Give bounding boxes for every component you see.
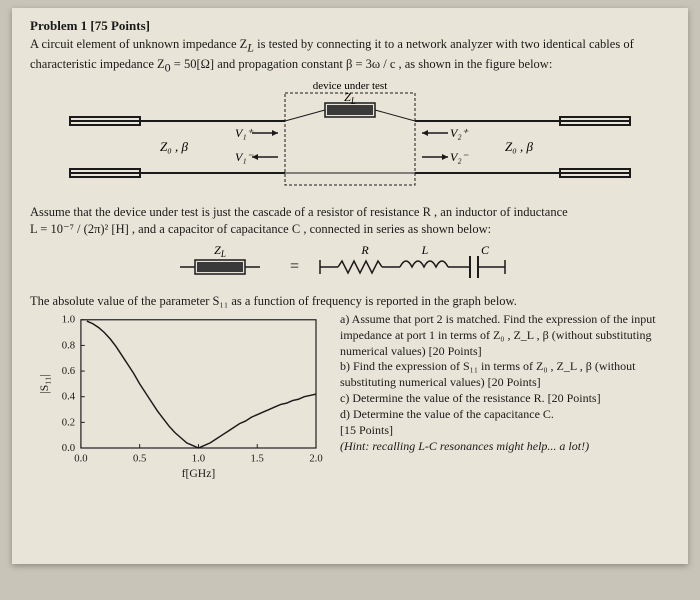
svg-text:1.5: 1.5 (251, 453, 264, 465)
svg-text:1.0: 1.0 (62, 314, 75, 326)
v2m-label: V₂⁻ (450, 150, 470, 164)
rlc-c-label: C (481, 243, 490, 257)
problem-intro: A circuit element of unknown impedance Z… (30, 36, 670, 75)
mid-a: Assume that the device under test is jus… (30, 205, 568, 219)
dut-wire-tl (285, 110, 325, 121)
rlc-zl-label: ZL (214, 243, 226, 259)
rlc-diagram: ZL = R L C (30, 238, 670, 286)
svg-text:0.0: 0.0 (62, 442, 75, 454)
q-d: d) Determine the value of the capacitanc… (340, 407, 670, 423)
svg-text:1.0: 1.0 (192, 453, 205, 465)
mid-b: L = 10⁻⁷ / (2π)² [H] , and a capacitor o… (30, 222, 491, 236)
svg-text:0.5: 0.5 (133, 453, 146, 465)
q-b: b) Find the expression of S₁₁ in terms o… (340, 359, 670, 391)
z0b-left: Z₀ , β (160, 139, 188, 154)
problem-heading: Problem 1 [75 Points] (30, 18, 670, 34)
svg-text:0.8: 0.8 (62, 339, 75, 351)
v1m-arrow-head (252, 154, 258, 160)
v2p-arrow-head (422, 130, 428, 136)
rlc-r-label: R (360, 243, 369, 257)
s11-chart: 0.0 0.2 0.4 0.6 0.8 1.0 0.0 0.5 1.0 1.5 2.0 f[GHz] |… (30, 312, 330, 482)
v1m-label: V₁⁻ (235, 150, 255, 164)
rlc-zl-fill (197, 262, 243, 272)
zl-fill (327, 105, 373, 115)
svg-text:2.0: 2.0 (309, 453, 322, 465)
rlc-resistor (338, 261, 382, 273)
q-a: a) Assume that port 2 is matched. Find t… (340, 312, 670, 359)
svg-text:0.6: 0.6 (62, 365, 76, 377)
v2m-arrow-head (442, 154, 448, 160)
intro-part-a: A circuit element of unknown impedance Z (30, 37, 247, 51)
intro-part-c: = 50[Ω] and propagation constant β = 3ω … (171, 57, 553, 71)
questions: a) Assume that port 2 is matched. Find t… (340, 312, 670, 482)
q-hint: (Hint: recalling L-C resonances might he… (340, 439, 670, 455)
q-c: c) Determine the value of the resistance… (340, 391, 670, 407)
v2p-label: V₂⁺ (450, 126, 470, 140)
rlc-inductor (400, 261, 448, 267)
z0b-right: Z₀ , β (505, 139, 533, 154)
zl-label: ZL (344, 90, 356, 106)
sub-l: L (247, 41, 254, 55)
v1p-label: V₁⁺ (235, 126, 255, 140)
mid-text: Assume that the device under test is jus… (30, 204, 670, 238)
svg-text:0.2: 0.2 (62, 416, 75, 428)
dut-wire-tr (375, 110, 415, 121)
q-d-pts: [15 Points] (340, 423, 670, 439)
circuit-diagram: device under test ZL Z₀ , β Z₀ , β V₁⁺ V… (30, 77, 670, 197)
rlc-l-label: L (421, 243, 429, 257)
svg-text:0.4: 0.4 (62, 391, 76, 403)
svg-text:0.0: 0.0 (74, 453, 87, 465)
graph-intro: The absolute value of the parameter S₁₁ … (30, 293, 670, 310)
v1p-arrow-head (272, 130, 278, 136)
rlc-eq: = (290, 258, 299, 275)
svg-text:|S₁₁|: |S₁₁| (38, 374, 51, 393)
svg-text:f[GHz]: f[GHz] (182, 467, 216, 480)
